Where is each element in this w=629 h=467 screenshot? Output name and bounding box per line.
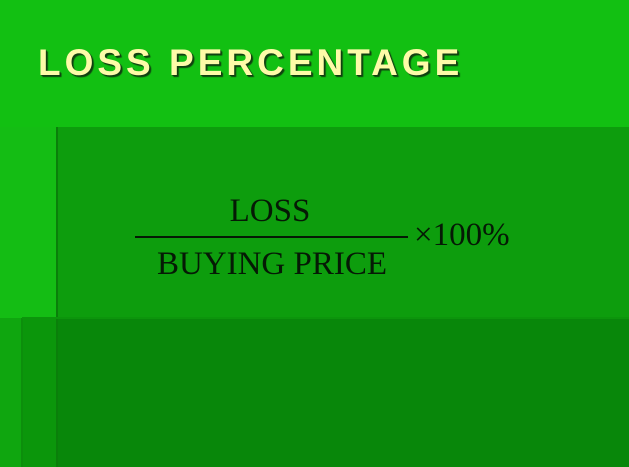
horizontal-divider	[22, 317, 629, 319]
formula-denominator: BUYING PRICE	[156, 246, 388, 282]
formula-numerator: LOSS	[229, 193, 311, 229]
formula-multiplier: ×100%	[414, 217, 510, 253]
vertical-divider-secondary	[21, 318, 23, 467]
title-band	[0, 0, 629, 127]
loss-percentage-formula: LOSS BUYING PRICE ×100%	[134, 191, 554, 291]
fraction-bar	[135, 236, 408, 238]
left-band	[0, 127, 57, 318]
content-panel	[57, 127, 629, 318]
lower-left-strip-inner	[22, 318, 57, 467]
vertical-divider	[56, 127, 58, 467]
lower-left-strip	[0, 318, 22, 467]
slide-title: LOSS PERCENTAGE	[38, 42, 464, 83]
